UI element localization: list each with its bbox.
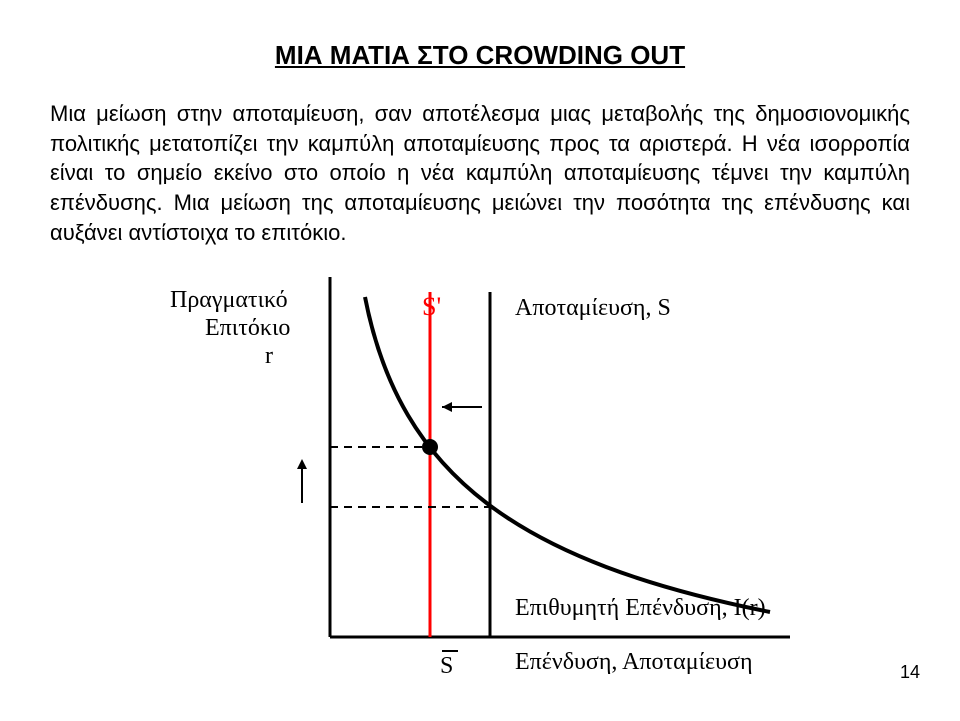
svg-text:Πραγματικό: Πραγματικό: [170, 287, 288, 313]
svg-text:Επένδυση, Αποταμίευση: Επένδυση, Αποταμίευση: [515, 649, 753, 675]
page-number: 14: [900, 662, 920, 683]
body-paragraph: Μια μείωση στην αποταμίευση, σαν αποτέλε…: [50, 99, 910, 247]
svg-text:S: S: [440, 653, 453, 677]
page-title: ΜΙΑ ΜΑΤΙΑ ΣΤΟ CROWDING OUT: [50, 40, 910, 71]
svg-text:r: r: [265, 343, 273, 369]
svg-text:Επιθυμητή Επένδυση, I(r): Επιθυμητή Επένδυση, I(r): [515, 595, 766, 621]
crowding-out-chart: ΠραγματικόΕπιτόκιοr S' Αποταμίευση, S Επιθυ…: [150, 257, 850, 677]
svg-text:S': S': [422, 292, 441, 321]
svg-text:Επιτόκιο: Επιτόκιο: [205, 315, 290, 341]
chart-container: ΠραγματικόΕπιτόκιοr S' Αποταμίευση, S Επιθυ…: [150, 257, 850, 677]
svg-text:Αποταμίευση, S: Αποταμίευση, S: [515, 295, 671, 321]
